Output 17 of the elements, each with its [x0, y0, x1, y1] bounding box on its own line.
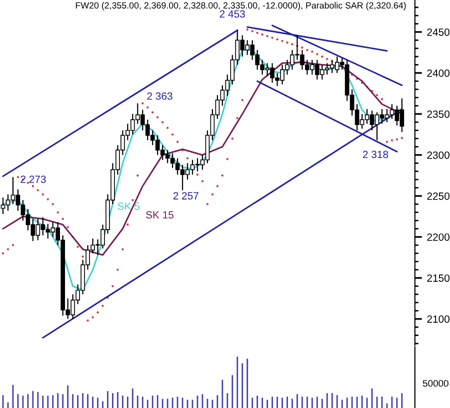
- y-tick-label: 2150: [427, 274, 450, 282]
- y-tick-label: 2450: [427, 28, 450, 36]
- annotation: 2 273: [20, 176, 46, 183]
- y-tick-label: 2350: [427, 110, 450, 118]
- text: 50000: [422, 380, 448, 387]
- annotation: 2 453: [220, 10, 245, 18]
- series-label: SK 5: [118, 202, 140, 210]
- y-tick-label: 2250: [427, 192, 450, 200]
- annotation: 2 363: [147, 92, 172, 100]
- y-tick-label: 2100: [427, 315, 450, 323]
- annotation: 2 318: [362, 150, 388, 158]
- y-tick-label: 2300: [427, 151, 450, 159]
- y-tick-label: 2400: [427, 69, 450, 77]
- series-label: SK 15: [146, 211, 174, 219]
- annotation: 2 257: [173, 192, 198, 200]
- chart-title: FW20 (2,355.00, 2,369.00, 2,328.00, 2,335.00, -12.0000), Parabolic SAR (2,320.64): [76, 2, 406, 10]
- y-tick-label: 2200: [427, 233, 450, 241]
